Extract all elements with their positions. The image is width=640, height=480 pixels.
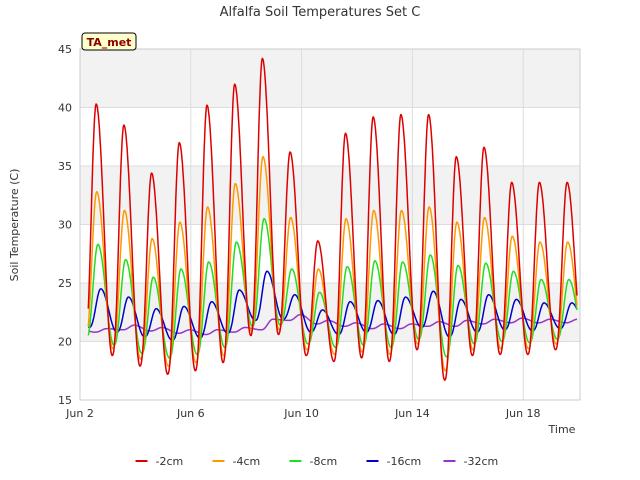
- y-axis-label: Soil Temperature (C): [8, 169, 21, 282]
- chart-title: Alfalfa Soil Temperatures Set C: [220, 5, 421, 20]
- legend-label: -4cm: [233, 455, 261, 468]
- legend: -2cm -4cm -8cm -16cm -32cm: [135, 455, 499, 468]
- y-tick-label: 30: [58, 219, 72, 232]
- legend-label: -32cm: [464, 455, 499, 468]
- x-axis-label: Time: [548, 423, 576, 436]
- y-tick-label: 45: [58, 43, 72, 56]
- y-tick-label: 40: [58, 102, 72, 115]
- x-tick-label: Jun 10: [283, 407, 319, 420]
- plot-band: [80, 49, 580, 108]
- station-badge: TA_met: [81, 32, 137, 51]
- x-tick-label: Jun 6: [176, 407, 205, 420]
- x-tick-label: Jun 2: [65, 407, 94, 420]
- y-tick-label: 15: [58, 394, 72, 407]
- axes: 15 20 25 30 35 40 45 Jun 2 Jun 6 Jun 10 Jun 14 Jun …: [58, 43, 581, 420]
- plot-frame: [79, 48, 581, 401]
- legend-label: -16cm: [387, 455, 422, 468]
- series-layer: [87, 57, 578, 381]
- plot-band: [80, 166, 580, 225]
- legend-label: -2cm: [156, 455, 184, 468]
- series-line-minus-2cm: [87, 57, 578, 381]
- x-tick-label: Jun 14: [394, 407, 430, 420]
- station-badge-label: TA_met: [87, 36, 132, 49]
- y-tick-label: 20: [58, 336, 72, 349]
- legend-label: -8cm: [310, 455, 338, 468]
- y-tick-label: 25: [58, 277, 72, 290]
- station-badge-box: [81, 32, 137, 51]
- y-tick-label: 35: [58, 160, 72, 173]
- x-tick-label: Jun 18: [505, 407, 541, 420]
